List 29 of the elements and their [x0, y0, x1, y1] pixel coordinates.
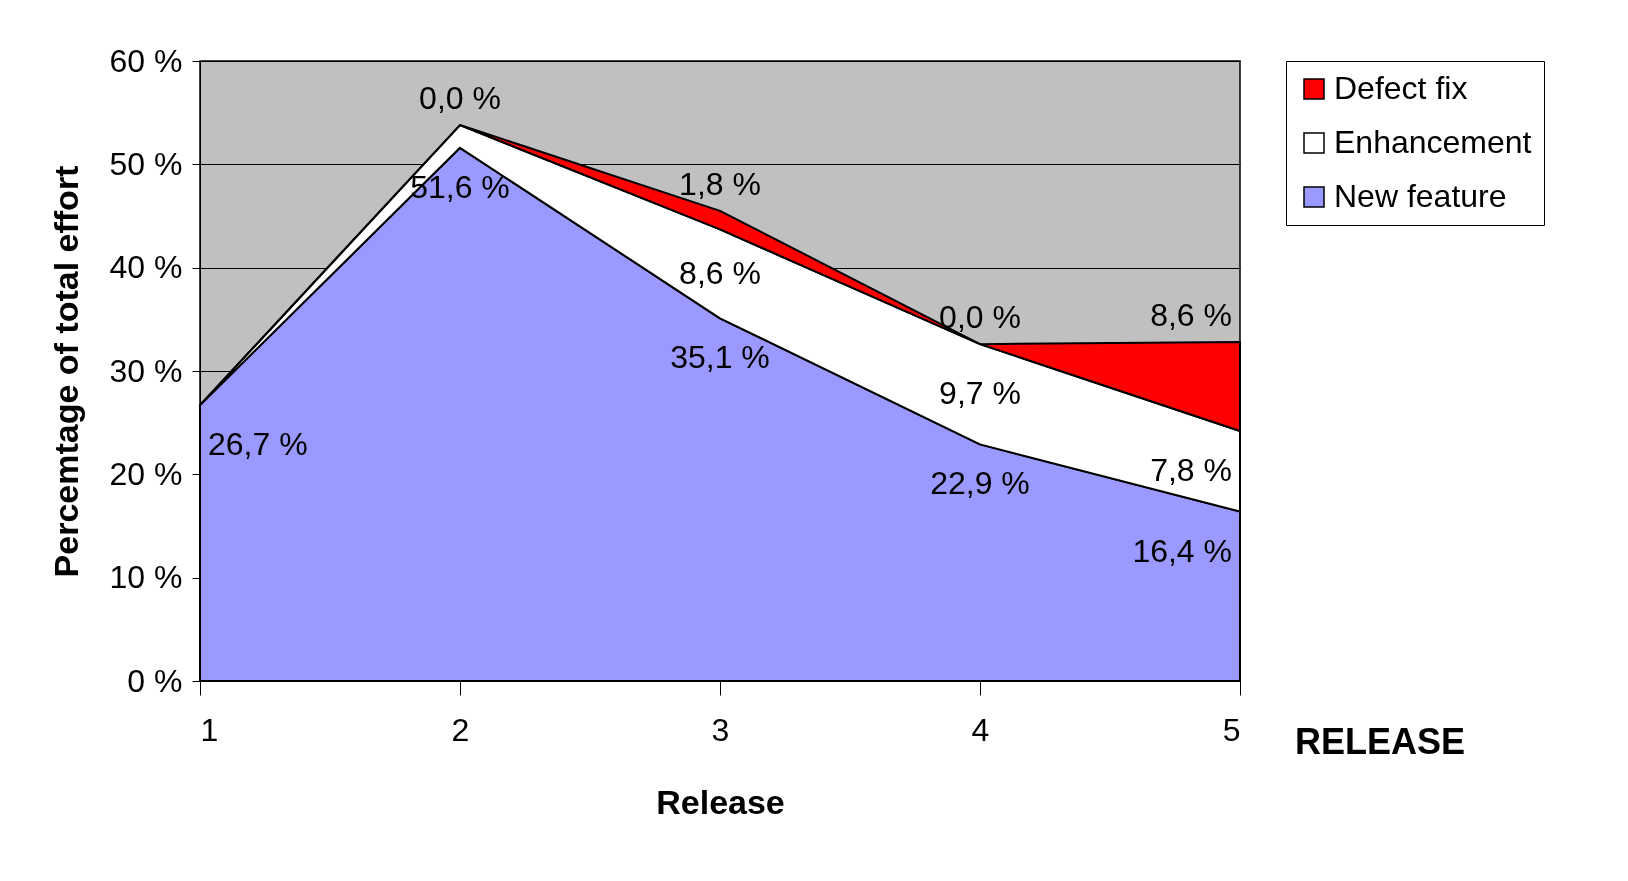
data-label: 1,8 % — [679, 165, 761, 202]
legend-label: Defect fix — [1334, 70, 1468, 106]
y-tick-label: 40 % — [109, 249, 183, 286]
data-label: 35,1 % — [670, 339, 770, 376]
data-label: 22,9 % — [930, 465, 1030, 502]
y-axis-title: Percemtage of total effort — [46, 165, 85, 578]
x-tick-label: 5 — [1222, 711, 1241, 748]
x-tick-label: 2 — [451, 711, 470, 748]
data-label: 9,7 % — [939, 375, 1021, 412]
data-label: 0,0 % — [939, 299, 1021, 336]
data-label: 16,4 % — [1132, 532, 1232, 569]
x-tick-label: 4 — [971, 711, 990, 748]
data-label: 0,0 % — [419, 80, 501, 117]
data-label: 7,8 % — [1150, 452, 1232, 489]
y-tick-label: 50 % — [109, 145, 183, 182]
data-label: 26,7 % — [208, 426, 308, 463]
text: RELEASE — [1295, 721, 1466, 762]
y-tick-label: 60 % — [109, 42, 183, 79]
x-axis-title: Release — [656, 782, 785, 821]
y-tick-label: 30 % — [109, 352, 183, 389]
y-tick-label: 10 % — [109, 559, 183, 596]
x-tick-label: 1 — [200, 711, 219, 748]
data-label: 8,6 % — [1150, 297, 1232, 334]
y-tick-label: 20 % — [109, 455, 183, 492]
y-tick-label: 0 % — [127, 662, 183, 699]
legend-label: Enhancement — [1334, 124, 1532, 160]
x-tick-label: 3 — [711, 711, 730, 748]
legend-label: New feature — [1334, 178, 1507, 214]
data-label: 8,6 % — [679, 254, 761, 291]
